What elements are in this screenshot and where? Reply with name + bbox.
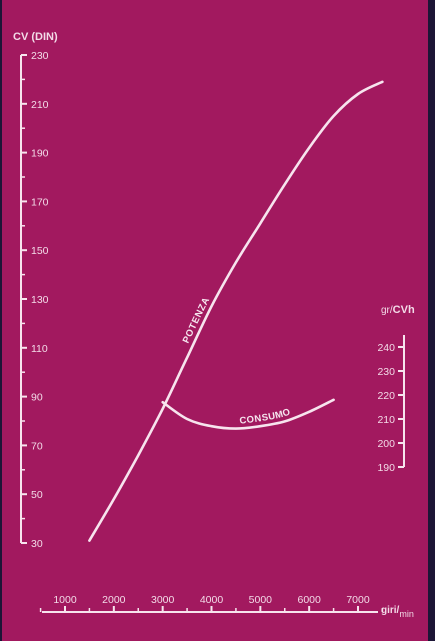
x-axis-title-main: giri/ [381, 605, 400, 616]
right-axis: gr/CVh 190 200 210 220 230 240 [377, 304, 414, 474]
left-axis-tick-label: 70 [31, 440, 43, 452]
left-axis-tick-label: 110 [31, 343, 48, 355]
x-axis-tick-label: 3000 [151, 594, 175, 606]
series-line-consumo [161, 398, 335, 430]
left-axis-tick-label: 210 [31, 99, 49, 111]
left-axis-tick-label: 90 [31, 392, 43, 404]
right-axis-tick-label: 210 [377, 414, 395, 426]
x-axis: giri/min 1000 2000 3000 4000 5000 6000 7000 [39, 594, 414, 619]
left-axis-tick-label: 150 [31, 245, 49, 257]
x-axis-tick-label: 2000 [102, 594, 126, 606]
left-axis-tick-label: 190 [31, 148, 49, 160]
right-axis-tick-label: 240 [377, 342, 395, 354]
left-axis-tick-label: 50 [31, 489, 43, 501]
right-axis-title-prefix: gr/ [381, 305, 393, 316]
left-axis-tick-label: 230 [31, 50, 49, 62]
x-axis-title: giri/min [381, 605, 414, 619]
left-axis-tick-label: 30 [31, 538, 43, 550]
right-axis-title-main: CVh [393, 304, 415, 316]
chart-background [2, 0, 428, 641]
left-axis: CV (DIN) 30 50 70 90 110 130 150 170 190 210 230 [13, 31, 58, 550]
right-axis-tick-label: 200 [377, 438, 395, 450]
left-axis-tick-label: 130 [31, 294, 49, 306]
x-axis-tick-label: 7000 [346, 594, 370, 606]
x-axis-tick-label: 5000 [249, 594, 273, 606]
right-axis-tick-label: 220 [377, 390, 395, 402]
right-axis-tick-label: 230 [377, 366, 395, 378]
x-axis-tick-label: 1000 [53, 594, 77, 606]
right-axis-tick-label: 190 [377, 462, 395, 474]
left-axis-tick-label: 170 [31, 196, 49, 208]
right-axis-title: gr/CVh [381, 304, 415, 316]
x-axis-tick-label: 6000 [297, 594, 321, 606]
x-axis-tick-label: 4000 [200, 594, 224, 606]
x-axis-title-sub: min [399, 609, 414, 619]
left-axis-title: CV (DIN) [13, 31, 58, 43]
series-line-potenza [88, 80, 384, 542]
